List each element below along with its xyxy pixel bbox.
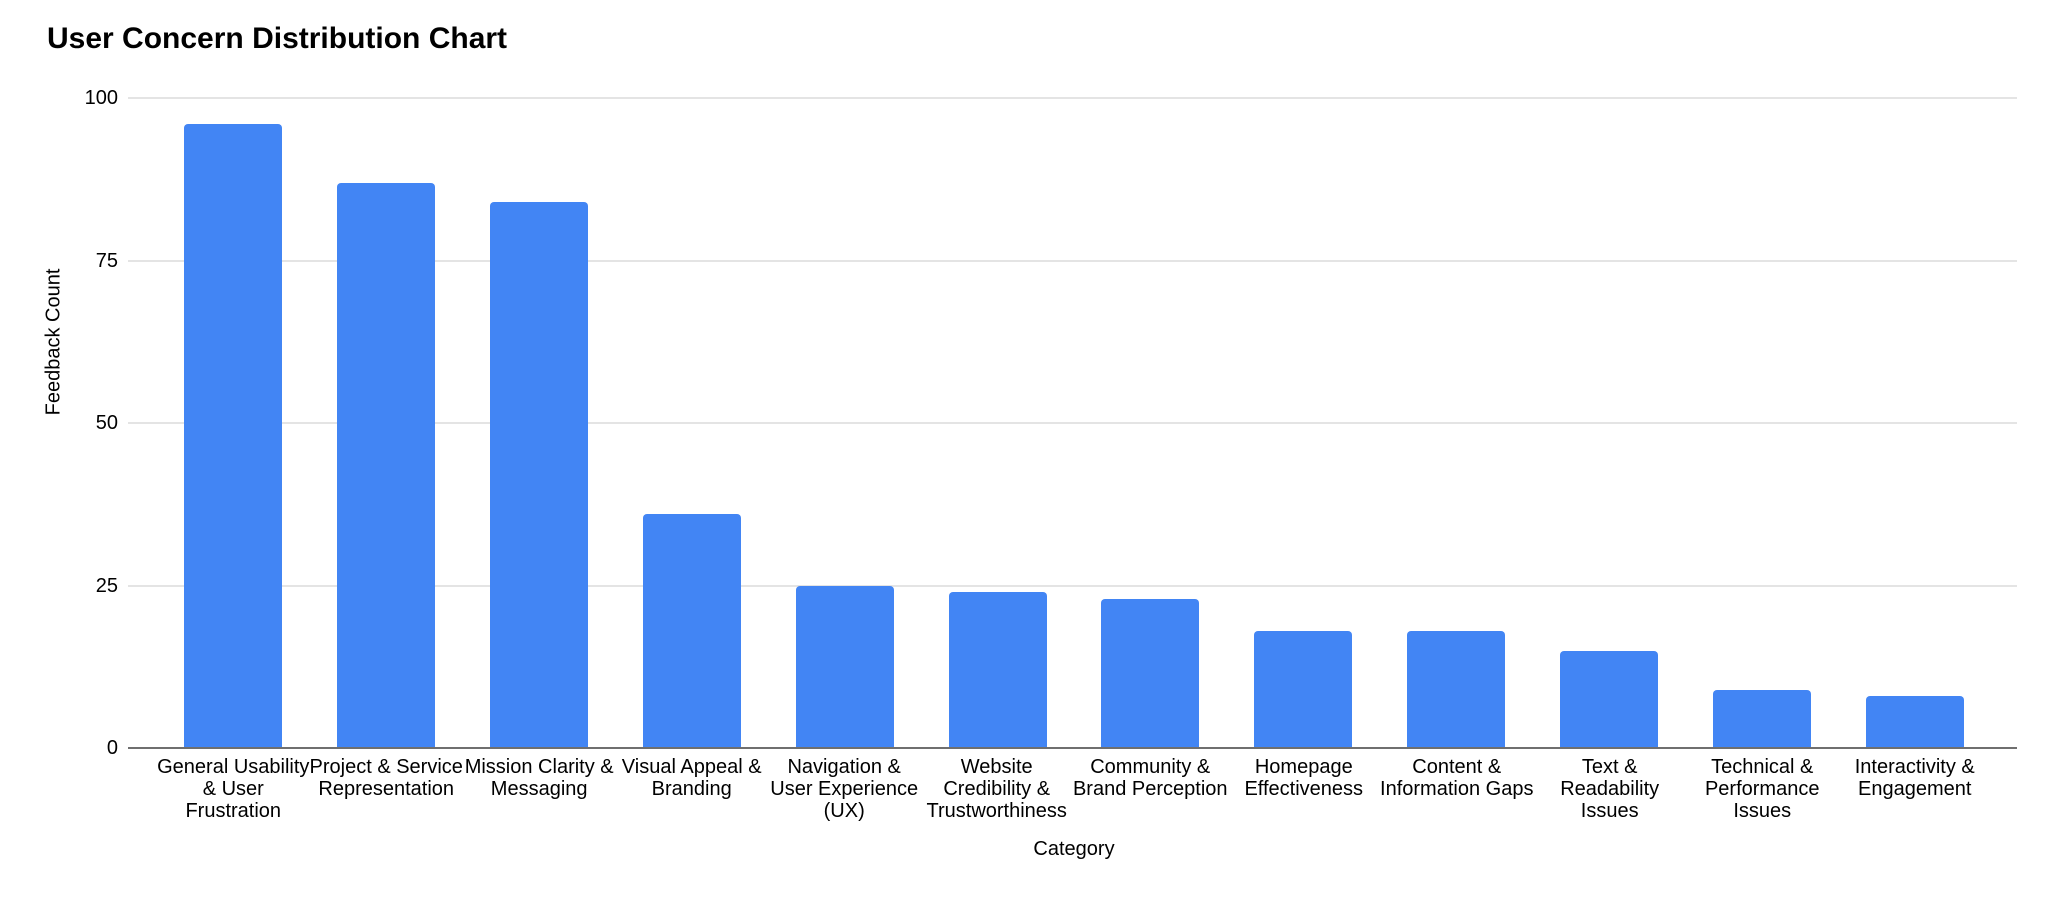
gridline-50 xyxy=(128,422,2017,424)
y-tick-label-50: 50 xyxy=(95,412,118,434)
bar-slot xyxy=(310,98,463,748)
y-tick-label-100: 100 xyxy=(84,87,118,109)
bar-slot xyxy=(1380,98,1533,748)
bar-slot xyxy=(921,98,1074,748)
x-tick-label: Website Credibility & Trustworthiness xyxy=(926,756,1067,822)
x-tick-label: Content & Information Gaps xyxy=(1380,756,1534,800)
gridline-25 xyxy=(128,584,2017,587)
x-tick-label: Interactivity & Engagement xyxy=(1854,756,1975,800)
bar[interactable] xyxy=(490,202,589,748)
x-tick-label: Mission Clarity & Messaging xyxy=(464,756,614,800)
gridline-75 xyxy=(128,259,2017,262)
x-tick-label: Community & Brand Perception xyxy=(1072,756,1228,800)
bar[interactable] xyxy=(1254,631,1353,748)
bar-slot xyxy=(1227,98,1380,748)
bar-slot xyxy=(1074,98,1227,748)
bar[interactable] xyxy=(642,514,741,748)
bar-slot xyxy=(463,98,616,748)
bar[interactable] xyxy=(184,124,283,748)
x-tick-label: Navigation & User Experience (UX) xyxy=(770,756,919,822)
bar[interactable] xyxy=(795,585,894,748)
bar[interactable] xyxy=(948,592,1047,748)
bar-slot xyxy=(1532,98,1685,748)
y-tick-label-75: 75 xyxy=(95,249,118,272)
bar-slot xyxy=(157,98,310,748)
bar[interactable] xyxy=(1559,650,1658,748)
x-axis-line xyxy=(128,747,2017,749)
y-tick-label-25: 25 xyxy=(95,574,118,597)
x-tick-label: Homepage Effectiveness xyxy=(1244,756,1364,800)
x-tick-label: General Usability & User Frustration xyxy=(157,756,310,822)
x-tick-label: Visual Appeal & Branding xyxy=(621,756,762,800)
y-axis-tick-labels: 0 25 50 75 100 xyxy=(0,87,118,759)
chart-title: User Concern Distribution Chart xyxy=(47,22,508,55)
x-tick-label: Text & Readability Issues xyxy=(1560,756,1660,822)
bar[interactable] xyxy=(337,182,436,748)
x-axis-title: Category xyxy=(1033,838,1115,860)
bar[interactable] xyxy=(1101,598,1200,748)
plot-area xyxy=(128,97,2017,749)
bar-slot xyxy=(1838,98,1991,748)
bar-slot xyxy=(768,98,921,748)
bar[interactable] xyxy=(1712,689,1811,748)
bar[interactable] xyxy=(1865,696,1964,748)
bar[interactable] xyxy=(1407,631,1506,748)
y-tick-label-0: 0 xyxy=(106,737,118,759)
x-axis-tick-labels: General Usability & User Frustration Proj… xyxy=(157,756,1991,822)
bar-slot xyxy=(615,98,768,748)
x-tick-label: Project & Service Representation xyxy=(309,756,463,800)
bar-slot xyxy=(1685,98,1838,748)
gridline-100 xyxy=(128,97,2017,99)
x-tick-label: Technical & Performance Issues xyxy=(1704,756,1820,822)
bar-series xyxy=(157,98,1991,748)
